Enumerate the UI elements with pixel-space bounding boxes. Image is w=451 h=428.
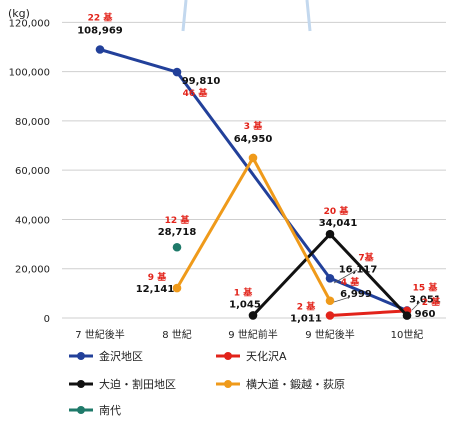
legend-label: 天化沢A bbox=[246, 349, 287, 363]
legend-label: 南代 bbox=[99, 404, 121, 417]
data-point bbox=[325, 311, 335, 320]
count-label: 4 基 bbox=[341, 276, 360, 288]
y-tick-label: 100,000 bbox=[9, 68, 50, 79]
data-point bbox=[325, 296, 335, 306]
legend-label: 大迫・割田地区 bbox=[99, 377, 176, 391]
count-label: 46 基 bbox=[183, 87, 209, 99]
x-tick-label: 8 世紀 bbox=[162, 328, 192, 341]
x-tick-label: 9 世紀後半 bbox=[305, 328, 355, 341]
data-label: 28,718 bbox=[158, 227, 197, 238]
count-label: 7基 bbox=[358, 251, 374, 263]
series-line-overflow bbox=[181, 0, 188, 32]
count-label: 9 基 bbox=[148, 271, 167, 283]
y-tick-label: 40,000 bbox=[15, 215, 50, 226]
x-tick-label: 7 世紀後半 bbox=[75, 328, 125, 341]
data-point bbox=[248, 311, 258, 320]
data-point bbox=[325, 273, 335, 283]
legend-swatch-marker bbox=[224, 352, 232, 360]
data-point bbox=[95, 45, 105, 54]
data-label: 16,117 bbox=[339, 264, 378, 275]
data-point bbox=[172, 67, 182, 77]
data-point bbox=[248, 153, 258, 163]
data-point bbox=[172, 242, 182, 252]
data-label: 64,950 bbox=[234, 134, 273, 145]
data-label: 99,810 bbox=[182, 76, 221, 87]
y-unit-label: (kg) bbox=[8, 7, 30, 20]
data-label: 34,041 bbox=[319, 218, 358, 229]
data-label: 6,999 bbox=[340, 289, 372, 300]
leader-line bbox=[411, 301, 421, 311]
count-label: 3 基 bbox=[244, 120, 263, 132]
leader-line bbox=[333, 269, 358, 284]
legend-swatch-marker bbox=[224, 380, 232, 388]
count-label: 12 基 bbox=[165, 214, 191, 226]
x-tick-label: 10世紀 bbox=[391, 328, 424, 341]
series-line bbox=[329, 309, 408, 318]
y-tick-label: 80,000 bbox=[15, 117, 50, 128]
count-label: 20 基 bbox=[324, 205, 350, 217]
y-tick-label: 0 bbox=[44, 314, 50, 325]
count-label: 2 基 bbox=[422, 296, 441, 308]
legend-label: 金沢地区 bbox=[99, 349, 143, 363]
count-label: 2 基 bbox=[297, 301, 316, 313]
y-tick-label: 20,000 bbox=[15, 265, 50, 276]
data-point bbox=[172, 283, 182, 293]
legend-swatch-marker bbox=[77, 380, 85, 388]
x-tick-label: 9 世紀前半 bbox=[228, 328, 278, 341]
y-tick-label: 120,000 bbox=[9, 18, 50, 29]
y-tick-label: 60,000 bbox=[15, 166, 50, 177]
data-label: 1,011 bbox=[290, 314, 322, 325]
data-label: 3,051 bbox=[409, 294, 441, 305]
count-label: 15 基 bbox=[413, 281, 439, 293]
data-label: 108,969 bbox=[77, 26, 123, 37]
series-line-overflow bbox=[305, 0, 312, 32]
data-point bbox=[325, 229, 335, 239]
legend-swatch-marker bbox=[77, 352, 85, 360]
series-line bbox=[99, 48, 408, 312]
legend-swatch-marker bbox=[77, 406, 85, 414]
data-point bbox=[402, 311, 412, 320]
leader-line bbox=[333, 296, 351, 303]
data-label: 12,141 bbox=[136, 284, 175, 295]
data-label: 1,045 bbox=[229, 299, 261, 310]
legend-label: 横大道・鍛越・荻原 bbox=[246, 377, 345, 391]
data-label: 960 bbox=[415, 309, 436, 320]
count-label: 22 基 bbox=[88, 12, 114, 24]
count-label: 1 基 bbox=[234, 286, 253, 298]
